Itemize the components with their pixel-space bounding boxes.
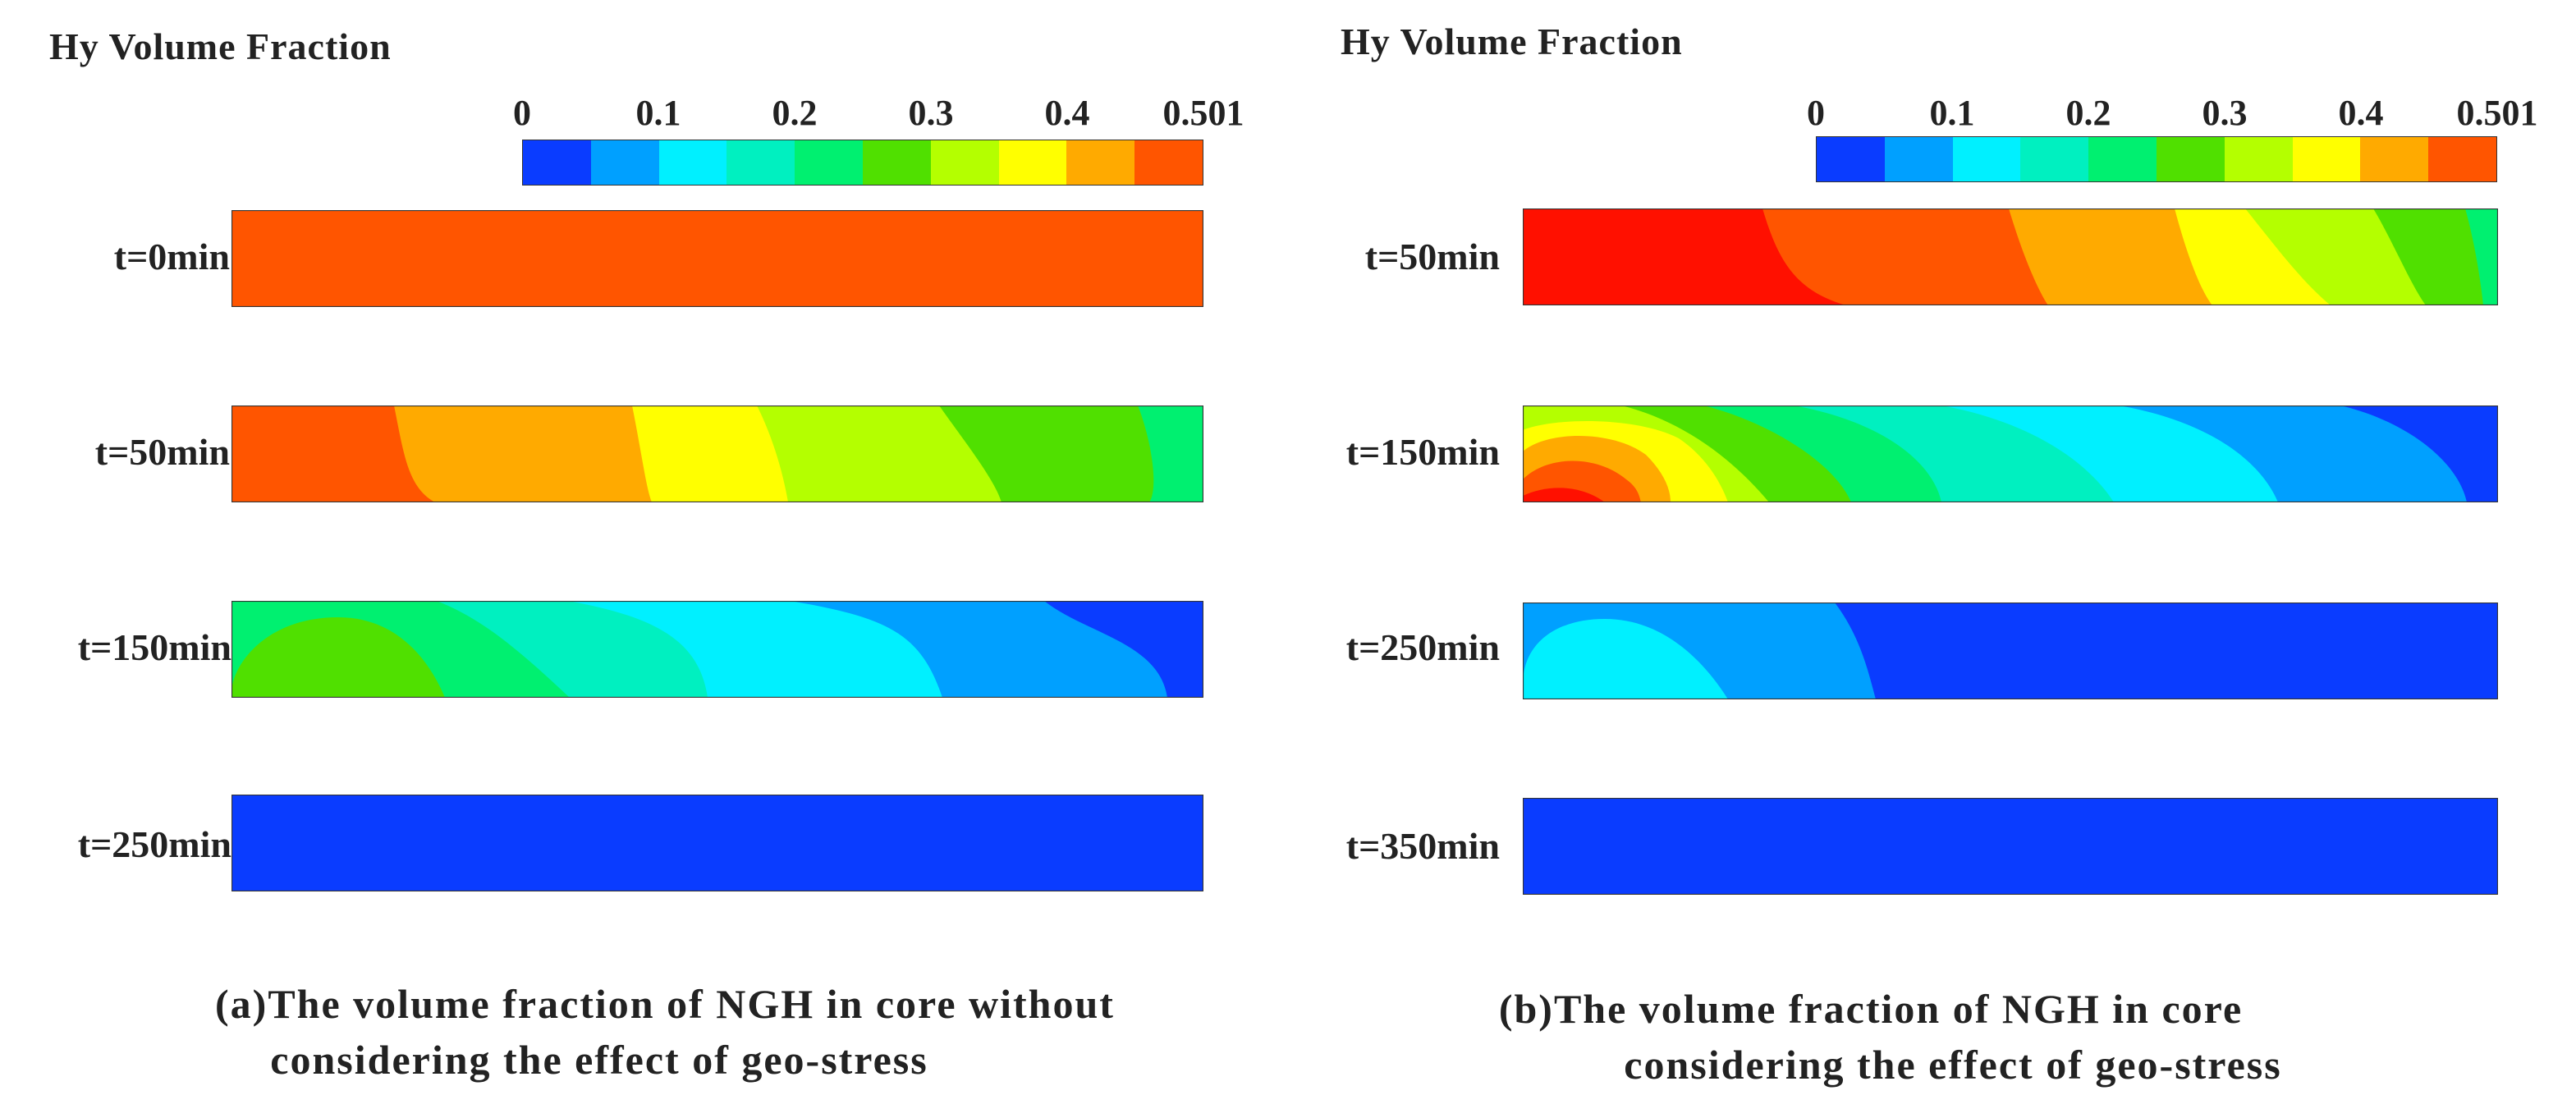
contour-strip bbox=[1523, 208, 2498, 305]
colorbar-segment bbox=[2292, 137, 2361, 181]
colorbar-segment bbox=[1884, 137, 1953, 181]
strip-border bbox=[231, 406, 1203, 502]
colorbar-segment bbox=[862, 140, 931, 185]
contour-strip bbox=[231, 601, 1203, 698]
contour-band bbox=[1523, 208, 1846, 305]
caption-line: considering the effect of geo-stress bbox=[1624, 1042, 2282, 1088]
colorbar-title: Hy Volume Fraction bbox=[49, 25, 392, 67]
colorbar-title: Hy Volume Fraction bbox=[1341, 21, 1683, 62]
time-label: t=250min bbox=[1345, 626, 1500, 668]
colorbar-segment bbox=[590, 140, 659, 185]
contour-band bbox=[1523, 488, 1605, 502]
strip-border bbox=[1523, 798, 2498, 895]
caption-line: considering the effect of geo-stress bbox=[270, 1037, 928, 1083]
colorbar-segment bbox=[930, 140, 999, 185]
caption-line: (a)The volume fraction of NGH in core wi… bbox=[215, 981, 1115, 1027]
contour-band bbox=[231, 617, 445, 698]
strip-border bbox=[1523, 603, 2498, 699]
colorbar-segment bbox=[658, 140, 727, 185]
colorbar-tick-label: 0 bbox=[1807, 93, 1825, 133]
time-label: t=150min bbox=[1345, 431, 1500, 473]
contour-strip bbox=[1523, 798, 2498, 895]
time-label: t=250min bbox=[77, 823, 231, 865]
colorbar-segment bbox=[2020, 137, 2089, 181]
strip-border bbox=[231, 795, 1203, 891]
colorbar-tick-label: 0.501 bbox=[2456, 93, 2538, 133]
colorbar-tick-label: 0 bbox=[513, 93, 531, 133]
colorbar-tick-label: 0.2 bbox=[772, 93, 818, 133]
contour-strip bbox=[231, 210, 1203, 307]
colorbar-tick-label: 0.1 bbox=[635, 93, 681, 133]
colorbar-segment bbox=[1134, 140, 1203, 185]
colorbar-segment bbox=[523, 140, 591, 185]
contour-band bbox=[231, 406, 435, 502]
contour-strip bbox=[1523, 406, 2498, 502]
colorbar-segment bbox=[2156, 137, 2225, 181]
colorbar-segment bbox=[1817, 137, 1885, 181]
time-label: t=50min bbox=[1364, 236, 1500, 277]
colorbar-segment bbox=[1952, 137, 2021, 181]
time-label: t=50min bbox=[94, 431, 230, 473]
time-label: t=150min bbox=[77, 626, 231, 668]
colorbar-segment bbox=[727, 140, 795, 185]
panel-a: Hy Volume Fraction 0 0.1 0.2 0.3 0.4 0.5… bbox=[49, 25, 1244, 1083]
contour-strip bbox=[1523, 603, 2498, 699]
colorbar-tick-label: 0.2 bbox=[2065, 93, 2111, 133]
colorbar-tick-label: 0.4 bbox=[1044, 93, 1090, 133]
colorbar-tick-label: 0.1 bbox=[1929, 93, 1975, 133]
colorbar-tick-label: 0.4 bbox=[2338, 93, 2384, 133]
strip-border bbox=[1523, 406, 2498, 502]
colorbar-tick-label: 0.3 bbox=[2202, 93, 2248, 133]
colorbar-segment bbox=[795, 140, 863, 185]
contour-band bbox=[231, 210, 1203, 307]
strip-border bbox=[231, 601, 1203, 698]
colorbar-segment bbox=[998, 140, 1067, 185]
colorbar-segment bbox=[2360, 137, 2429, 181]
contour-band bbox=[231, 795, 1203, 891]
colorbar-tick-label: 0.3 bbox=[908, 93, 954, 133]
colorbar-tick-label: 0.501 bbox=[1162, 93, 1244, 133]
strip-border bbox=[231, 210, 1203, 307]
contour-band bbox=[1523, 619, 1728, 699]
panel-b: Hy Volume Fraction 0 0.1 0.2 0.3 0.4 0.5… bbox=[1288, 0, 2576, 1118]
colorbar-segment bbox=[1066, 140, 1135, 185]
contour-strip bbox=[231, 795, 1203, 891]
contour-strip bbox=[231, 406, 1203, 502]
colorbar-segment bbox=[2088, 137, 2157, 181]
colorbar bbox=[1816, 136, 2497, 182]
time-label: t=0min bbox=[113, 236, 230, 277]
strip-border bbox=[1523, 208, 2498, 305]
colorbar-segment bbox=[2224, 137, 2293, 181]
contour-band bbox=[1523, 798, 2498, 895]
colorbar bbox=[522, 140, 1203, 186]
colorbar-segment bbox=[2428, 137, 2496, 181]
time-label: t=350min bbox=[1345, 825, 1500, 867]
caption-line: (b)The volume fraction of NGH in core bbox=[1498, 986, 2244, 1032]
